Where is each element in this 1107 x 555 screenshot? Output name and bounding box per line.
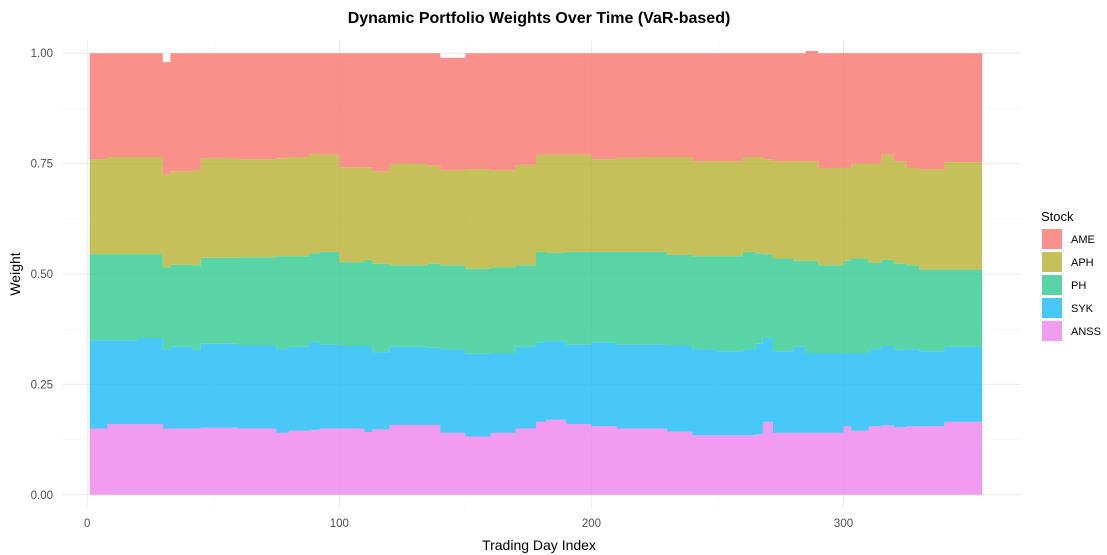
x-tick-label: 100 <box>330 518 349 530</box>
area-syk <box>89 338 983 437</box>
axis-ticks: 0.00 0.25 0.50 0.75 1.00 0 100 200 300 <box>31 48 854 530</box>
area-ame <box>89 51 983 175</box>
y-tick-label: 1.00 <box>31 48 53 60</box>
area-aph <box>89 153 983 270</box>
x-axis-title: Trading Day Index <box>482 537 596 553</box>
x-tick-label: 300 <box>834 518 853 530</box>
area-ph <box>89 251 983 354</box>
legend-label-syk: SYK <box>1071 303 1094 315</box>
y-axis-title: Weight <box>7 252 23 295</box>
legend-key-ph <box>1042 275 1062 295</box>
legend-title: Stock <box>1041 209 1074 224</box>
area-series-group <box>89 51 983 495</box>
area-anss <box>89 419 983 495</box>
y-tick-label: 0.50 <box>31 269 53 281</box>
y-tick-label: 0.25 <box>31 379 53 391</box>
legend-label-anss: ANSS <box>1071 326 1101 338</box>
y-tick-label: 0.00 <box>31 490 53 502</box>
legend-label-aph: APH <box>1071 257 1094 269</box>
x-tick-label: 200 <box>582 518 601 530</box>
legend-key-aph <box>1042 252 1062 272</box>
legend-label-ame: AME <box>1071 234 1095 246</box>
legend-key-ame <box>1042 229 1062 249</box>
chart-title: Dynamic Portfolio Weights Over Time (VaR… <box>348 10 731 27</box>
legend-key-syk <box>1042 298 1062 318</box>
legend-key-anss <box>1042 321 1062 341</box>
legend-label-ph: PH <box>1071 280 1086 292</box>
y-tick-label: 0.75 <box>31 159 53 171</box>
legend: Stock AME APH PH SYK ANSS <box>1041 209 1101 341</box>
x-tick-label: 0 <box>84 518 90 530</box>
